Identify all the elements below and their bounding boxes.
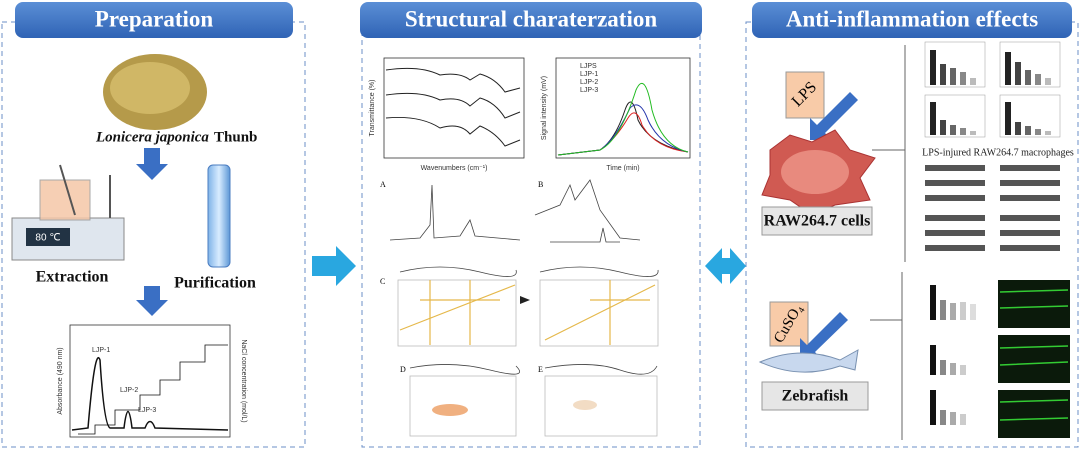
column (207, 164, 231, 268)
model-box (761, 381, 869, 411)
inducer-box (769, 301, 809, 347)
model-label: RAW264.7 cells (764, 213, 871, 230)
flow-arrow (705, 248, 746, 284)
species-name: Thunb (214, 129, 257, 145)
peak-label: LJP-1 (92, 347, 110, 354)
species-name: Lonicera japonica (95, 129, 209, 145)
macrophage (781, 150, 849, 194)
zebrafish (758, 349, 859, 373)
display-text: 80 ℃ (35, 233, 60, 244)
arrow (800, 312, 848, 360)
elution-plot: Absorbance (490 nm) NaCl concentration (… (57, 324, 247, 438)
zebrafish-results (930, 280, 1070, 438)
peak-label: LJP-3 (138, 407, 156, 414)
axis-label: NaCl concentration (mol/L) (240, 339, 247, 422)
panel-frame (1, 21, 306, 448)
flow-arrow (312, 246, 356, 286)
header-bar (15, 2, 293, 38)
hplc-chart: LJPS LJP-1 LJP-2 LJP-3 Time (min) Signal… (541, 57, 691, 172)
panel-title: Preparation (95, 6, 214, 31)
axis-label: Signal intensity (mV) (541, 76, 548, 140)
panel-frame (361, 21, 701, 448)
model-box (761, 206, 873, 236)
panel-letter: D (400, 365, 406, 374)
legend-entry: LJP-1 (580, 71, 598, 78)
result-thumbnails (924, 41, 1061, 138)
step-label: Purification (174, 275, 256, 292)
panel-letter: E (538, 365, 543, 374)
panel-letter: C (380, 277, 385, 286)
arrow (810, 92, 858, 140)
axis-label: Transmittance (%) (369, 80, 376, 137)
stirrer (59, 164, 76, 216)
beaker (39, 179, 91, 221)
header-bar (360, 2, 702, 38)
panel-title: Structural charaterzation (405, 6, 658, 31)
bracket (872, 45, 906, 262)
axis-label: Wavenumbers (cm⁻¹) (421, 165, 488, 172)
arrow (520, 296, 530, 304)
legend-entry: LJP-3 (580, 87, 598, 94)
arrow (136, 286, 168, 316)
herb-image (110, 62, 190, 114)
model-label: Zebrafish (782, 388, 849, 405)
header-bar (752, 2, 1072, 38)
step-label: Extraction (36, 269, 109, 286)
arrow (136, 148, 168, 180)
panel-letter: B (538, 180, 543, 189)
inducer-box (785, 71, 825, 119)
caption: LPS-injured RAW264.7 macrophages (922, 147, 1074, 158)
ir-spectrum: Wavenumbers (cm⁻¹) Transmittance (%) (369, 57, 525, 172)
peak-label: LJP-2 (120, 387, 138, 394)
bracket (870, 272, 903, 440)
legend-entry: LJP-2 (580, 79, 598, 86)
axis-label: Time (min) (606, 165, 639, 172)
axis-label: Absorbance (490 nm) (57, 347, 64, 414)
panel-title: Anti-inflammation effects (786, 6, 1038, 31)
western-blots (925, 165, 1060, 251)
legend-entry: LJPS (580, 63, 597, 70)
nmr-spectra (389, 179, 659, 437)
nmr-crosspeaks (399, 280, 656, 416)
panel-letter: A (380, 180, 386, 189)
display (26, 228, 70, 246)
